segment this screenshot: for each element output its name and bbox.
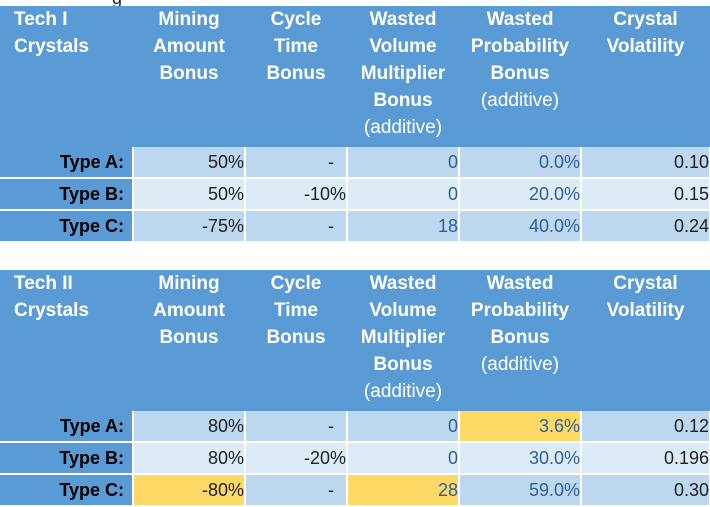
table-row: Type A: 80% - 0 3.6% 0.12	[0, 411, 710, 443]
row-label: Type C:	[0, 210, 134, 243]
wasted-probability-cell: 59.0%	[459, 474, 582, 507]
cycle-time-bonus-cell: -	[245, 474, 348, 507]
cycle-time-bonus-cell: -20%	[245, 442, 348, 475]
table-row: Type B: 50% -10% 0 20.0% 0.15	[0, 178, 710, 211]
table-header-row: Tech II Crystals Mining Amount Bonus Cyc…	[0, 270, 710, 408]
table-row: Type C: -80% - 28 59.0% 0.30	[0, 474, 710, 507]
column-header-crystal-volatility: Crystal Volatility	[581, 6, 710, 144]
mining-amount-bonus-cell: 80%	[133, 442, 246, 475]
table-row: Type A: 50% - 0 0.0% 0.10	[0, 147, 710, 179]
cycle-time-bonus-cell: -	[245, 411, 348, 443]
column-header-mining-amount-bonus: Mining Amount Bonus	[133, 270, 245, 408]
table-row: Type B: 80% -20% 0 30.0% 0.196	[0, 442, 710, 475]
mining-amount-bonus-cell: -75%	[133, 210, 246, 243]
row-label: Type B:	[0, 178, 134, 211]
table-row: Type C: -75% - 18 40.0% 0.24	[0, 210, 710, 243]
table-header-row: Tech I Crystals Mining Amount Bonus Cycl…	[0, 6, 710, 144]
row-label: Type B:	[0, 442, 134, 475]
tech1-crystals-table: Tech I Crystals Mining Amount Bonus Cycl…	[0, 6, 710, 243]
column-header-crystal-volatility: Crystal Volatility	[581, 270, 710, 408]
header-separator	[0, 408, 710, 411]
cycle-time-bonus-cell: -	[245, 147, 348, 179]
table-title: Tech II Crystals	[0, 270, 133, 408]
crystal-volatility-cell: 0.10	[581, 147, 710, 179]
column-header-wasted-probability-bonus: Wasted Probability Bonus (additive)	[459, 6, 581, 144]
row-label: Type A:	[0, 147, 134, 179]
wasted-volume-multiplier-cell: 18	[347, 210, 460, 243]
tech2-crystals-table: Tech II Crystals Mining Amount Bonus Cyc…	[0, 270, 710, 507]
cycle-time-bonus-cell: -	[245, 210, 348, 243]
wasted-volume-multiplier-cell: 0	[347, 178, 460, 211]
wasted-probability-cell: 30.0%	[459, 442, 582, 475]
mining-amount-bonus-cell: 50%	[133, 147, 246, 179]
crystal-volatility-cell: 0.24	[581, 210, 710, 243]
column-header-wasted-probability-bonus: Wasted Probability Bonus (additive)	[459, 270, 581, 408]
wasted-probability-cell: 20.0%	[459, 178, 582, 211]
column-header-wasted-volume-multiplier-bonus: Wasted Volume Multiplier Bonus (additive…	[347, 270, 459, 408]
clipped-text-above: g	[0, 0, 710, 6]
wasted-probability-cell: 0.0%	[459, 147, 582, 179]
column-header-mining-amount-bonus: Mining Amount Bonus	[133, 6, 245, 144]
wasted-volume-multiplier-cell: 0	[347, 442, 460, 475]
mining-amount-bonus-cell: -80%	[133, 474, 246, 507]
mining-amount-bonus-cell: 50%	[133, 178, 246, 211]
row-label: Type A:	[0, 411, 134, 443]
cycle-time-bonus-cell: -10%	[245, 178, 348, 211]
wasted-probability-cell: 40.0%	[459, 210, 582, 243]
table-title: Tech I Crystals	[0, 6, 133, 144]
row-label: Type C:	[0, 474, 134, 507]
crystal-volatility-cell: 0.30	[581, 474, 710, 507]
wasted-volume-multiplier-cell: 28	[347, 474, 460, 507]
wasted-volume-multiplier-cell: 0	[347, 411, 460, 443]
column-header-wasted-volume-multiplier-bonus: Wasted Volume Multiplier Bonus (additive…	[347, 6, 459, 144]
crystal-volatility-cell: 0.12	[581, 411, 710, 443]
crystal-volatility-cell: 0.196	[581, 442, 710, 475]
column-header-cycle-time-bonus: Cycle Time Bonus	[245, 6, 347, 144]
crystal-volatility-cell: 0.15	[581, 178, 710, 211]
column-header-cycle-time-bonus: Cycle Time Bonus	[245, 270, 347, 408]
mining-amount-bonus-cell: 80%	[133, 411, 246, 443]
header-separator	[0, 144, 710, 147]
wasted-probability-cell: 3.6%	[459, 411, 582, 443]
wasted-volume-multiplier-cell: 0	[347, 147, 460, 179]
